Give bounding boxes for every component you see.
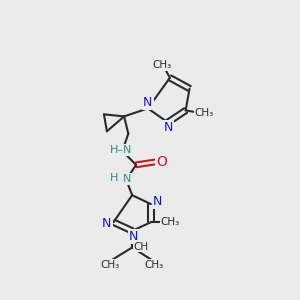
Text: CH₃: CH₃ — [144, 260, 164, 270]
Text: H: H — [110, 173, 118, 183]
Text: CH₃: CH₃ — [160, 217, 180, 227]
Text: N: N — [153, 195, 162, 208]
Text: N: N — [164, 121, 173, 134]
Text: CH₃: CH₃ — [194, 108, 214, 118]
Text: N: N — [123, 174, 131, 184]
Text: CH₃: CH₃ — [100, 260, 119, 270]
Text: H–N: H–N — [110, 145, 132, 155]
Text: CH₃: CH₃ — [153, 60, 172, 70]
Text: CH: CH — [134, 242, 149, 252]
Text: N: N — [129, 230, 138, 243]
Text: N: N — [143, 96, 153, 109]
Text: O: O — [156, 155, 167, 169]
Text: N: N — [102, 217, 112, 230]
